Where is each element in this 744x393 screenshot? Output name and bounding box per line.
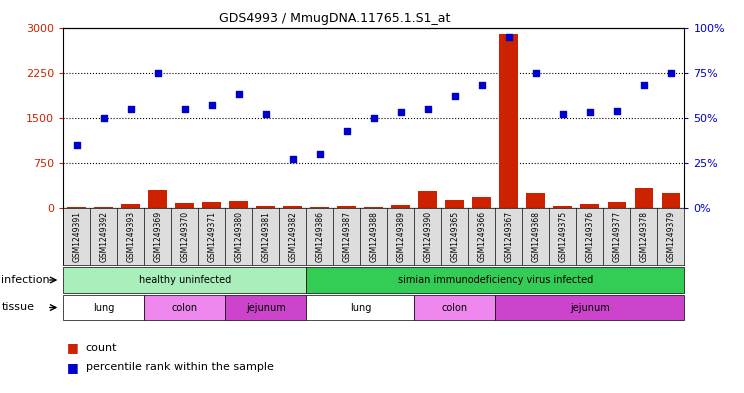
Text: GSM1249371: GSM1249371 [208, 211, 217, 262]
Text: percentile rank within the sample: percentile rank within the sample [86, 362, 274, 373]
Text: jejunum: jejunum [570, 303, 610, 312]
Text: GSM1249367: GSM1249367 [504, 211, 513, 262]
Text: GSM1249369: GSM1249369 [153, 211, 162, 262]
Point [233, 91, 245, 97]
Text: GSM1249388: GSM1249388 [369, 211, 379, 262]
Point [449, 93, 461, 99]
Point [368, 115, 380, 121]
Point [638, 82, 650, 88]
Point [206, 102, 218, 108]
Bar [144, 295, 225, 320]
Point [395, 109, 407, 116]
Bar [310, 207, 330, 208]
Bar [176, 204, 194, 208]
Text: GSM1249378: GSM1249378 [639, 211, 649, 262]
Bar [121, 204, 140, 208]
Bar [307, 295, 414, 320]
Bar [661, 193, 681, 208]
Bar [499, 33, 519, 208]
Bar [496, 295, 684, 320]
Text: GSM1249390: GSM1249390 [423, 211, 432, 262]
Text: GSM1249368: GSM1249368 [531, 211, 540, 262]
Text: count: count [86, 343, 117, 353]
Bar [257, 206, 275, 208]
Text: GSM1249386: GSM1249386 [315, 211, 324, 262]
Bar [580, 204, 600, 208]
Text: GSM1249365: GSM1249365 [450, 211, 459, 262]
Text: simian immunodeficiency virus infected: simian immunodeficiency virus infected [398, 275, 593, 285]
Bar [229, 201, 248, 208]
Bar [527, 193, 545, 208]
Point [260, 111, 272, 118]
Bar [554, 206, 572, 208]
Bar [63, 267, 307, 293]
Bar [608, 202, 626, 208]
Bar [446, 200, 464, 208]
Text: healthy uninfected: healthy uninfected [138, 275, 231, 285]
Point [341, 127, 353, 134]
Text: GSM1249380: GSM1249380 [234, 211, 243, 262]
Point [71, 142, 83, 148]
Bar [472, 197, 491, 208]
Point [476, 82, 488, 88]
Text: GSM1249375: GSM1249375 [559, 211, 568, 262]
Text: infection: infection [1, 275, 50, 285]
Text: ■: ■ [67, 361, 79, 374]
Point [530, 70, 542, 76]
Text: GSM1249387: GSM1249387 [342, 211, 351, 262]
Text: GSM1249391: GSM1249391 [72, 211, 81, 262]
Point [179, 106, 190, 112]
Bar [67, 207, 86, 208]
Bar [414, 295, 496, 320]
Point [584, 109, 596, 116]
Text: GSM1249389: GSM1249389 [397, 211, 405, 262]
Text: colon: colon [172, 303, 198, 312]
Point [557, 111, 569, 118]
Point [422, 106, 434, 112]
Bar [148, 190, 167, 208]
Text: ■: ■ [67, 341, 79, 354]
Text: GSM1249376: GSM1249376 [586, 211, 594, 262]
Bar [337, 206, 356, 208]
Text: GSM1249366: GSM1249366 [478, 211, 487, 262]
Point [503, 33, 515, 40]
Point [287, 156, 299, 163]
Bar [283, 206, 302, 208]
Text: lung: lung [93, 303, 115, 312]
Text: GSM1249382: GSM1249382 [289, 211, 298, 262]
Text: colon: colon [442, 303, 468, 312]
Bar [391, 205, 411, 208]
Bar [225, 295, 307, 320]
Text: lung: lung [350, 303, 371, 312]
Text: tissue: tissue [1, 302, 34, 312]
Text: GSM1249379: GSM1249379 [667, 211, 676, 262]
Text: jejunum: jejunum [246, 303, 286, 312]
Bar [307, 267, 684, 293]
Text: GSM1249370: GSM1249370 [180, 211, 189, 262]
Bar [418, 191, 437, 208]
Text: GSM1249393: GSM1249393 [126, 211, 135, 262]
Point [125, 106, 137, 112]
Point [152, 70, 164, 76]
Text: GSM1249381: GSM1249381 [261, 211, 270, 262]
Bar [202, 202, 221, 208]
Bar [635, 188, 653, 208]
Point [97, 115, 109, 121]
Bar [63, 295, 144, 320]
Point [314, 151, 326, 157]
Text: GSM1249377: GSM1249377 [612, 211, 621, 262]
Text: GDS4993 / MmugDNA.11765.1.S1_at: GDS4993 / MmugDNA.11765.1.S1_at [219, 12, 450, 25]
Point [665, 70, 677, 76]
Point [611, 108, 623, 114]
Text: GSM1249392: GSM1249392 [99, 211, 109, 262]
Bar [365, 207, 383, 208]
